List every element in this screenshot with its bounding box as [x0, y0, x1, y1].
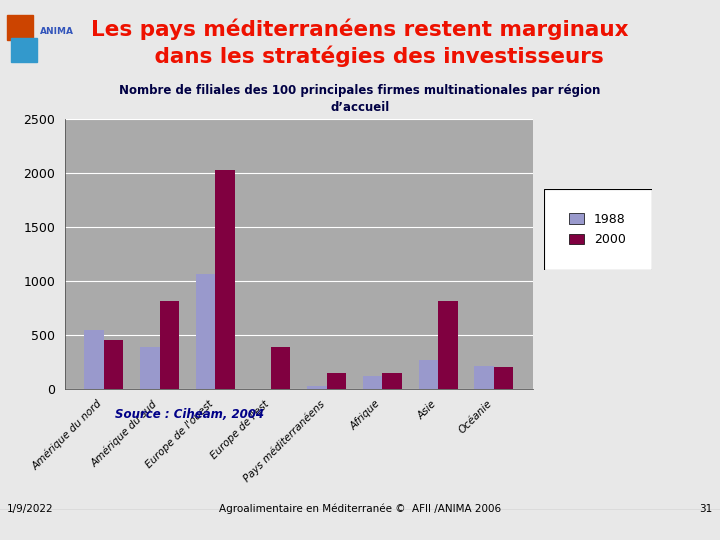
Text: Les pays méditerranéens restent marginaux: Les pays méditerranéens restent marginau… [91, 19, 629, 40]
Text: 1/9/2022: 1/9/2022 [7, 504, 54, 514]
Text: ANIMA: ANIMA [40, 28, 74, 37]
Text: Source : Ciheam, 2004: Source : Ciheam, 2004 [115, 408, 264, 421]
Text: Nombre de filiales des 100 principales firmes multinationales par région
d’accue: Nombre de filiales des 100 principales f… [120, 84, 600, 114]
Bar [12, 38, 37, 62]
Bar [418, 360, 438, 389]
Bar [271, 347, 290, 389]
Bar [494, 367, 513, 389]
Text: Agroalimentaire en Méditerranée ©  AFII /ANIMA 2006: Agroalimentaire en Méditerranée © AFII /… [219, 504, 501, 514]
Bar [438, 301, 458, 389]
Bar [327, 373, 346, 389]
Legend: 1988, 2000: 1988, 2000 [563, 206, 632, 253]
Bar [215, 170, 235, 389]
Bar [7, 15, 33, 40]
Bar [382, 373, 402, 389]
Text: 31: 31 [700, 504, 713, 514]
Bar [196, 274, 215, 389]
Bar [363, 376, 382, 389]
Bar [140, 347, 160, 389]
Bar [160, 301, 179, 389]
Text: dans les stratégies des investisseurs: dans les stratégies des investisseurs [117, 46, 603, 68]
Bar [474, 366, 494, 389]
Bar [307, 386, 327, 389]
Bar [84, 330, 104, 389]
Bar [104, 340, 123, 389]
